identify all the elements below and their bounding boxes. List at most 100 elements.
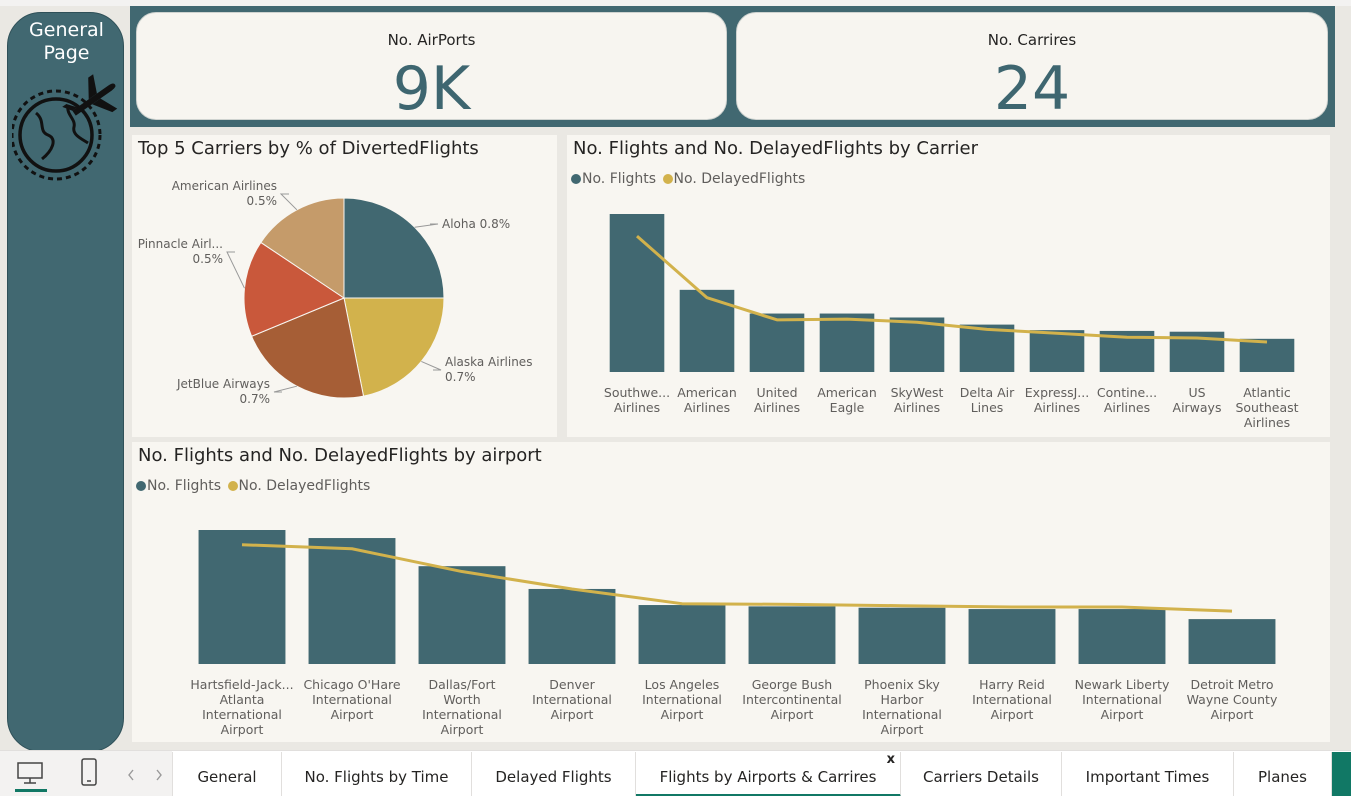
- category-label: Airport: [1211, 707, 1254, 722]
- carrier-chart-panel[interactable]: No. Flights and No. DelayedFlights by Ca…: [567, 135, 1330, 437]
- tab-label: General: [197, 768, 257, 786]
- category-label: American: [817, 385, 877, 400]
- category-label: Dallas/Fort: [428, 677, 495, 692]
- category-label: Airways: [1173, 400, 1222, 415]
- pie-slice[interactable]: [343, 297, 445, 397]
- flights-bar[interactable]: [748, 606, 836, 664]
- mobile-view-icon[interactable]: [78, 751, 102, 796]
- flights-bar[interactable]: [819, 313, 875, 372]
- kpi-label: No. AirPorts: [387, 31, 476, 49]
- category-label: Southwe...: [604, 385, 670, 400]
- kpi-card-carriers[interactable]: No. Carrires 24: [736, 12, 1328, 120]
- kpi-card-airports[interactable]: No. AirPorts 9K: [136, 12, 727, 120]
- flights-bar[interactable]: [609, 214, 665, 372]
- delayed-flights-line[interactable]: [636, 234, 1268, 344]
- kpi-band: No. AirPorts 9K No. Carrires 24: [130, 6, 1335, 127]
- tab-planes[interactable]: Planes: [1234, 752, 1332, 796]
- category-label: International: [1082, 692, 1162, 707]
- delayed-flights-line[interactable]: [241, 543, 1233, 613]
- pie-data-label: 0.7%: [445, 370, 476, 384]
- flights-bar[interactable]: [418, 566, 506, 664]
- kpi-value: 24: [993, 54, 1071, 124]
- legend-label: No. DelayedFlights: [238, 478, 371, 494]
- flights-bar[interactable]: [1239, 338, 1295, 372]
- category-label: International: [862, 707, 942, 722]
- carrier-combo-chart[interactable]: Southwe...AirlinesAmericanAirlinesUnited…: [567, 135, 1330, 437]
- category-label: American: [677, 385, 737, 400]
- category-label: Newark Liberty: [1075, 677, 1170, 692]
- category-label: Harbor: [881, 692, 925, 707]
- category-label: Lines: [971, 400, 1004, 415]
- kpi-label: No. Carrires: [987, 31, 1077, 49]
- category-label: US: [1188, 385, 1205, 400]
- tab-label: Planes: [1258, 768, 1307, 786]
- category-label: Atlantic: [1243, 385, 1291, 400]
- flights-bar[interactable]: [528, 588, 616, 664]
- flights-bar[interactable]: [638, 605, 726, 664]
- category-label: Harry Reid: [979, 677, 1045, 692]
- legend-item-delayed[interactable]: No. DelayedFlights: [662, 171, 806, 187]
- legend-item-flights[interactable]: No. Flights: [136, 478, 221, 494]
- flights-bar[interactable]: [679, 289, 735, 372]
- airport-chart-panel[interactable]: No. Flights and No. DelayedFlights by ai…: [132, 442, 1330, 742]
- flights-bar[interactable]: [198, 530, 286, 664]
- category-label: Intercontinental: [742, 692, 841, 707]
- category-label: Southeast: [1235, 400, 1298, 415]
- flights-bar[interactable]: [959, 324, 1015, 372]
- desktop-view-icon[interactable]: [12, 751, 52, 796]
- flights-bar[interactable]: [858, 607, 946, 664]
- close-icon[interactable]: x: [886, 752, 895, 767]
- airport-combo-chart[interactable]: Hartsfield-Jack...Atlanta International Ai…: [132, 442, 1330, 742]
- tab-general[interactable]: General: [172, 752, 282, 796]
- flights-bar[interactable]: [889, 317, 945, 372]
- category-label: Hartsfield-Jack...: [190, 677, 293, 692]
- category-label: Atlanta: [220, 692, 265, 707]
- category-label: Detroit Metro: [1191, 677, 1274, 692]
- category-label: United: [756, 385, 797, 400]
- pie-data-label: Pinnacle Airl...: [138, 237, 223, 251]
- flights-bar[interactable]: [749, 313, 805, 372]
- category-label: Airport: [991, 707, 1034, 722]
- legend-label: No. DelayedFlights: [673, 171, 806, 187]
- category-label: Airlines: [1034, 400, 1080, 415]
- category-label: International: [312, 692, 392, 707]
- category-label: Eagle: [830, 400, 865, 415]
- category-label: Airport: [441, 722, 484, 737]
- tab-label: Delayed Flights: [495, 768, 612, 786]
- pie-slice[interactable]: [250, 297, 365, 399]
- tab-delayed-flights[interactable]: Delayed Flights: [472, 752, 636, 796]
- legend-item-delayed[interactable]: No. DelayedFlights: [227, 478, 371, 494]
- pie-slice[interactable]: [343, 197, 445, 299]
- tab-carriers-details[interactable]: Carriers Details: [901, 752, 1062, 796]
- flights-bar[interactable]: [1078, 609, 1166, 664]
- pie-leader-line: [421, 360, 442, 371]
- flights-bar[interactable]: [968, 609, 1056, 664]
- tab-important-times[interactable]: Important Times: [1062, 752, 1234, 796]
- add-page-button[interactable]: [1332, 752, 1351, 796]
- legend-label: No. Flights: [147, 478, 222, 494]
- flights-bar[interactable]: [1029, 330, 1085, 372]
- chevron-right-icon[interactable]: [152, 751, 166, 796]
- category-label: George Bush: [752, 677, 832, 692]
- pie-chart-panel[interactable]: Top 5 Carriers by % of DivertedFlights A…: [132, 135, 557, 437]
- flights-bar[interactable]: [308, 538, 396, 664]
- flights-bar[interactable]: [1188, 619, 1276, 664]
- sidebar-title: General Page: [29, 19, 104, 64]
- legend-label: No. Flights: [582, 171, 657, 187]
- category-label: Airport: [771, 707, 814, 722]
- globe-plane-icon: [12, 74, 118, 181]
- tab-label: Important Times: [1085, 768, 1210, 786]
- category-label: Denver: [549, 677, 595, 692]
- chevron-left-icon[interactable]: [124, 751, 138, 796]
- legend-item-flights[interactable]: No. Flights: [571, 171, 656, 187]
- legend-dot: [571, 174, 581, 184]
- category-label: Airport: [221, 722, 264, 737]
- tab-flights-by-airports-carrires[interactable]: Flights by Airports & Carrires x: [636, 752, 901, 796]
- category-label: Airport: [661, 707, 704, 722]
- tab-label: Carriers Details: [923, 768, 1039, 786]
- chart-title: No. Flights and No. DelayedFlights by Ca…: [573, 138, 978, 159]
- view-toggle-area: [0, 751, 172, 796]
- pie-data-label: 0.7%: [240, 392, 271, 406]
- tab-flights-by-time[interactable]: No. Flights by Time: [282, 752, 472, 796]
